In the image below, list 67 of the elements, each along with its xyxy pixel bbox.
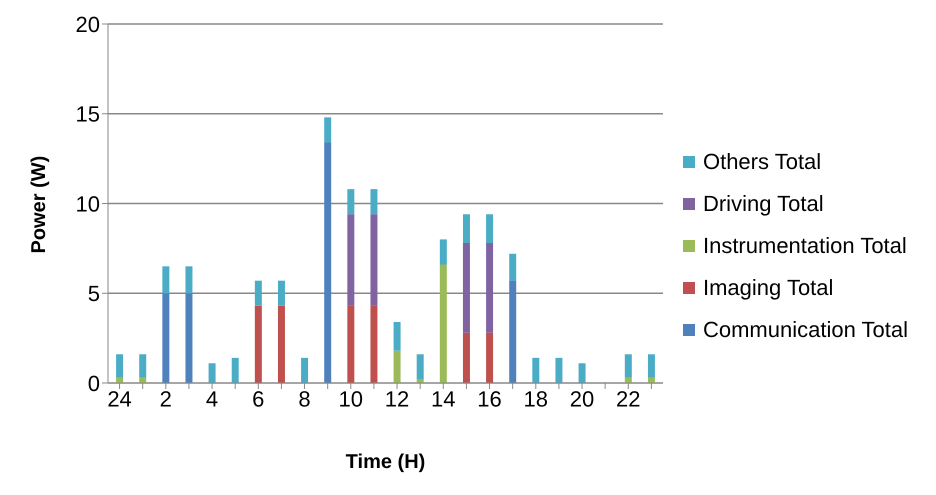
bar — [254, 280, 262, 306]
x-tick-label: 2 — [160, 386, 172, 412]
x-tick-label: 20 — [570, 386, 594, 412]
bar — [185, 266, 192, 294]
bar — [347, 306, 354, 383]
x-tick-label: 18 — [524, 386, 548, 412]
legend-label: Driving Total — [702, 190, 824, 216]
bar — [440, 264, 447, 383]
x-tick-label: 4 — [206, 386, 218, 412]
x-axis-title: Time (H) — [346, 451, 426, 473]
bar — [347, 214, 354, 306]
bar — [648, 378, 655, 383]
bar — [232, 358, 239, 383]
legend-label: Instrumentation Total — [702, 232, 907, 258]
y-tick-label: 0 — [88, 370, 100, 396]
x-tick-label: 12 — [384, 386, 410, 412]
bar — [278, 306, 285, 383]
bar — [394, 322, 401, 351]
bar — [254, 306, 262, 383]
x-tick-label: 14 — [431, 386, 456, 412]
bar — [208, 363, 216, 383]
bar — [486, 242, 494, 333]
bar — [301, 358, 308, 383]
bar — [486, 332, 494, 383]
bar — [116, 354, 124, 378]
legend-label: Communication Total — [702, 316, 908, 342]
bar — [278, 280, 285, 306]
bar — [509, 254, 516, 281]
bar — [440, 239, 447, 265]
bar — [370, 189, 378, 214]
bar — [624, 354, 632, 378]
bar — [462, 214, 470, 243]
bar — [462, 332, 470, 383]
bar — [162, 266, 170, 294]
bar — [648, 354, 655, 378]
bar — [162, 293, 170, 383]
bar — [555, 358, 562, 383]
y-tick-label: 20 — [76, 12, 100, 37]
y-tick-label: 15 — [76, 102, 100, 127]
y-tick-label: 10 — [76, 191, 100, 216]
x-tick-label: 16 — [477, 386, 502, 412]
bar — [509, 280, 516, 383]
bar — [116, 378, 124, 383]
x-tick-label: 24 — [107, 386, 132, 412]
bar — [578, 363, 586, 383]
bar — [370, 306, 378, 383]
legend-label: Imaging Total — [702, 274, 834, 300]
bar — [139, 378, 146, 383]
bar — [462, 242, 470, 333]
bar — [394, 350, 401, 383]
bar — [324, 117, 332, 142]
x-tick-label: 6 — [252, 386, 264, 412]
x-tick-label: 8 — [298, 386, 311, 412]
bar — [370, 214, 378, 306]
bar — [185, 293, 192, 383]
bar — [532, 358, 540, 383]
x-tick-label: 22 — [616, 386, 641, 412]
y-axis-title: Power (W) — [28, 156, 50, 254]
bar — [347, 189, 354, 214]
bar — [416, 354, 424, 380]
legend-label: Others Total — [702, 148, 822, 174]
bar — [624, 378, 632, 383]
bar — [139, 354, 146, 378]
bar — [486, 214, 494, 243]
x-tick-label: 10 — [338, 386, 364, 412]
y-tick-label: 5 — [88, 281, 100, 306]
bar — [324, 142, 332, 383]
